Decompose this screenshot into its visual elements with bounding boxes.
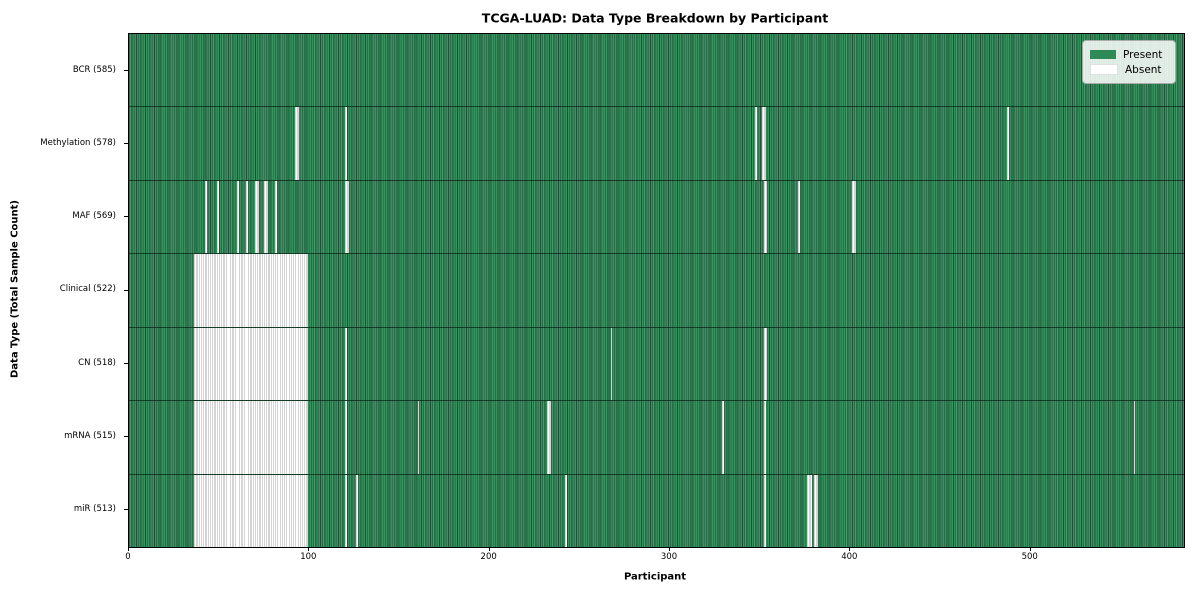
absent-stripe — [1133, 401, 1136, 474]
absent-stripe — [237, 180, 239, 254]
absent-stripe — [217, 180, 220, 254]
x-axis-title: Participant — [623, 571, 687, 583]
x-tick-label: 500 — [1021, 552, 1038, 562]
plot-area — [128, 33, 1185, 548]
absent-stripe — [417, 401, 420, 474]
y-tick-mark — [124, 216, 128, 218]
heatmap-row-mir — [129, 474, 1184, 547]
absent-stripe — [345, 474, 348, 547]
heatmap-row-bcr — [129, 34, 1184, 108]
x-tick-label: 100 — [300, 552, 317, 562]
legend: Present Absent — [1082, 40, 1176, 84]
heatmap-row-cn — [129, 327, 1184, 402]
absent-stripe — [345, 180, 349, 254]
absent-stripe — [255, 180, 259, 254]
x-tick-label: 200 — [480, 552, 497, 562]
y-tick-labels: BCR (585) Methylation (578) MAF (569) Clini… — [0, 33, 122, 546]
legend-item-absent: Absent — [1090, 64, 1168, 76]
legend-item-present: Present — [1090, 49, 1168, 61]
y-tick-label-cn: CN (518) — [78, 357, 116, 368]
y-tick-mark — [124, 436, 128, 438]
y-tick-mark — [124, 289, 128, 291]
absent-stripe — [345, 327, 348, 401]
absent-stripe — [565, 474, 568, 547]
absent-stripe — [193, 401, 308, 474]
x-tick-mark — [1029, 547, 1031, 551]
absent-stripe — [204, 180, 207, 254]
absent-stripe — [763, 327, 768, 401]
chart-title: TCGA-LUAD: Data Type Breakdown by Partic… — [481, 10, 829, 26]
x-tick-mark — [488, 547, 490, 551]
absent-stripe — [345, 107, 348, 180]
absent-stripe — [798, 180, 800, 254]
absent-stripe — [762, 107, 766, 180]
absent-stripe — [246, 180, 249, 254]
absent-stripe — [754, 107, 757, 180]
y-tick-mark — [124, 69, 128, 71]
y-tick-mark — [124, 362, 128, 364]
legend-swatch-present — [1090, 50, 1116, 59]
absent-stripe — [722, 401, 725, 474]
absent-stripe — [547, 401, 551, 474]
x-tick-mark — [669, 547, 671, 551]
legend-label-absent: Absent — [1125, 63, 1162, 76]
y-tick-mark — [124, 142, 128, 144]
legend-label-present: Present — [1123, 48, 1163, 61]
absent-stripe — [852, 180, 856, 254]
absent-stripe — [275, 180, 277, 254]
absent-stripe — [1007, 107, 1010, 180]
absent-stripe — [763, 401, 766, 474]
y-tick-label-mrna: mRNA (515) — [64, 431, 116, 442]
absent-stripe — [193, 327, 308, 401]
absent-stripe — [763, 474, 766, 547]
y-tick-label-bcr: BCR (585) — [72, 64, 116, 75]
x-tick-label: 300 — [660, 552, 678, 562]
absent-stripe — [294, 107, 299, 180]
absent-stripe — [193, 474, 308, 547]
y-tick-label-clinical: Clinical (522) — [59, 284, 116, 295]
legend-swatch-absent — [1090, 64, 1118, 75]
heatmap-row-mrna — [129, 401, 1184, 475]
x-tick-label: 400 — [841, 552, 858, 562]
heatmap-row-clinical — [129, 254, 1184, 328]
x-tick-mark — [849, 547, 851, 551]
absent-stripe — [264, 180, 268, 254]
absent-stripe — [193, 254, 308, 327]
heatmap-row-maf — [129, 180, 1184, 255]
y-tick-mark — [124, 509, 128, 511]
absent-stripe — [807, 474, 813, 547]
x-tick-label: 0 — [125, 552, 131, 562]
heatmap-row-methylation — [129, 107, 1184, 181]
y-tick-label-mir: miR (513) — [73, 504, 116, 515]
absent-stripe — [814, 474, 818, 547]
absent-stripe — [345, 401, 348, 474]
y-tick-label-methylation: Methylation (578) — [40, 137, 116, 148]
x-tick-mark — [128, 547, 129, 551]
absent-stripe — [763, 180, 768, 254]
absent-stripe — [356, 474, 359, 547]
absent-stripe — [610, 327, 613, 401]
y-tick-label-maf: MAF (569) — [72, 211, 116, 222]
x-tick-mark — [308, 547, 310, 551]
